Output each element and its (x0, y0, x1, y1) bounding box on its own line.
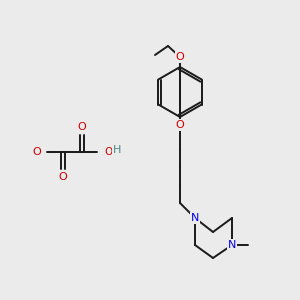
Text: O: O (32, 147, 41, 157)
Text: H: H (113, 145, 121, 155)
Text: N: N (191, 213, 199, 223)
Text: OH: OH (104, 147, 120, 157)
Text: O: O (176, 52, 184, 62)
Text: N: N (228, 240, 236, 250)
Text: O: O (78, 122, 86, 132)
Text: O: O (176, 120, 184, 130)
Text: O: O (58, 172, 68, 182)
